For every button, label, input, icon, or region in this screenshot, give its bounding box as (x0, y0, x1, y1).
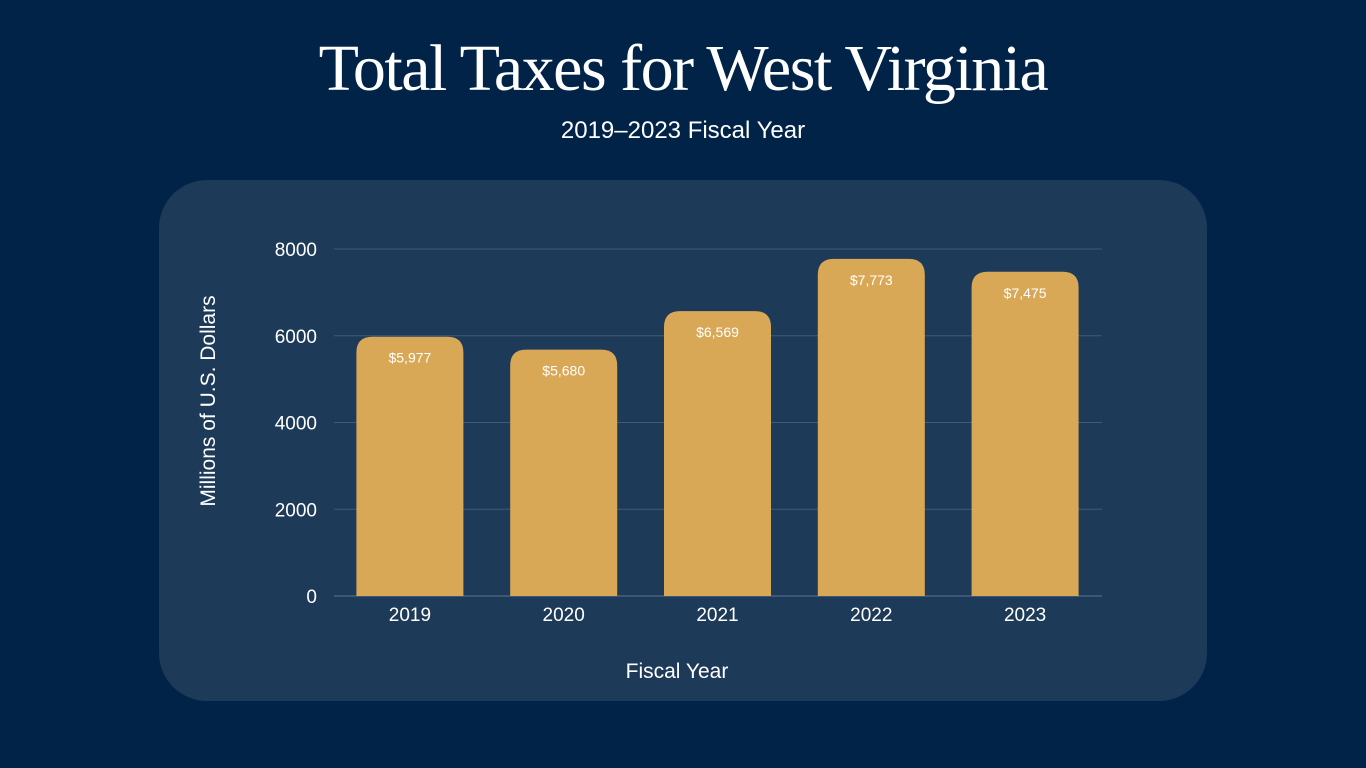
bar-2023 (971, 271, 1079, 596)
bar-2020 (510, 349, 618, 596)
data-label: $5,977 (388, 350, 431, 366)
chart-subtitle: 2019–2023 Fiscal Year (560, 117, 806, 144)
y-tick-label: 2000 (275, 500, 317, 521)
data-label: $7,773 (850, 272, 893, 288)
bar-2022 (817, 258, 925, 596)
x-axis-ticks: 2019 2020 2021 2022 2023 (389, 605, 1046, 626)
data-label: $5,680 (542, 363, 585, 379)
bars (356, 258, 1079, 596)
x-tick-label: 2022 (850, 605, 892, 626)
data-label: $7,475 (1004, 285, 1047, 301)
x-axis-title: Fiscal Year (625, 660, 729, 683)
bar-2021 (664, 311, 771, 596)
data-labels: $5,977 $5,680 $6,569 $7,773 $7,475 (388, 272, 1046, 379)
x-tick-label: 2019 (389, 605, 431, 626)
y-axis-title-text: Millions of U.S. Dollars (197, 295, 220, 507)
x-tick-label: 2021 (696, 605, 738, 626)
chart-title: Total Taxes for West Virginia (318, 32, 1049, 105)
y-tick-label: 6000 (275, 327, 317, 348)
x-tick-label: 2023 (1004, 605, 1046, 626)
y-tick-label: 0 (306, 587, 317, 608)
y-axis-ticks: 0 2000 4000 6000 8000 (275, 240, 317, 608)
data-label: $6,569 (696, 324, 739, 340)
x-tick-label: 2020 (543, 605, 585, 626)
y-tick-label: 4000 (275, 414, 317, 435)
bar-2019 (356, 336, 464, 596)
y-tick-label: 8000 (275, 240, 317, 261)
